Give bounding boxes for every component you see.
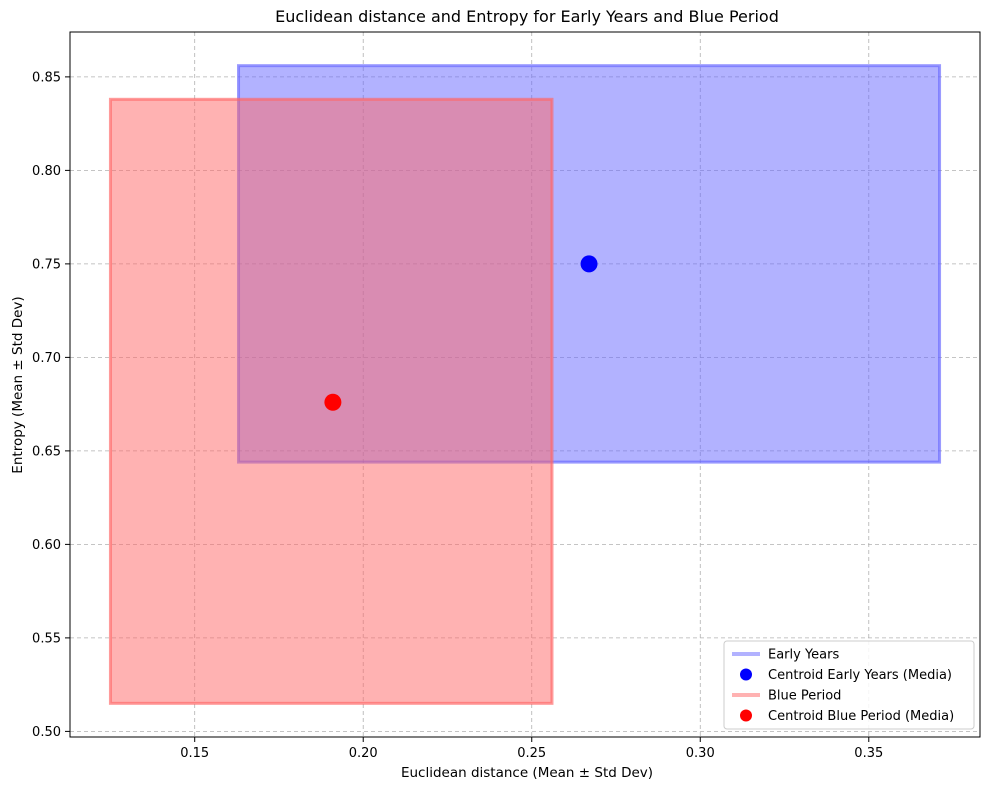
y-tick-label: 0.80 [32, 164, 61, 179]
legend-label: Blue Period [768, 689, 841, 704]
y-axis-title: Entropy (Mean ± Std Dev) [10, 296, 26, 473]
legend-swatch-dot [740, 668, 752, 681]
y-tick-label: 0.55 [32, 631, 61, 646]
x-axis-ticks: 0.15 0.20 0.25 0.30 0.35 [180, 737, 883, 761]
legend-swatch-dot [740, 709, 752, 722]
centroid-point-early-years [580, 255, 598, 273]
legend-label: Centroid Early Years (Media) [768, 668, 952, 683]
legend: Early Years Centroid Early Years (Media) B… [723, 640, 975, 730]
x-tick-label: 0.30 [686, 746, 715, 761]
y-tick-label: 0.60 [32, 538, 61, 553]
chart-title: Euclidean distance and Entropy for Early… [275, 7, 779, 26]
x-tick-label: 0.35 [854, 746, 883, 761]
x-tick-label: 0.15 [180, 746, 209, 761]
legend-label: Centroid Blue Period (Media) [768, 709, 954, 724]
y-axis-ticks: 0.50 0.55 0.60 0.65 0.70 0.75 0.80 0.85 [32, 70, 70, 740]
y-tick-label: 0.70 [32, 351, 61, 366]
centroid-points [324, 255, 598, 411]
y-tick-label: 0.75 [32, 257, 61, 272]
legend-box [723, 640, 975, 730]
centroid-point-blue-period [324, 393, 342, 411]
y-tick-label: 0.65 [32, 444, 61, 459]
plot-frame [69, 31, 981, 738]
x-tick-label: 0.20 [349, 746, 378, 761]
y-tick-label: 0.85 [32, 70, 61, 85]
x-tick-label: 0.25 [517, 746, 546, 761]
legend-label: Early Years [768, 648, 839, 663]
y-tick-label: 0.50 [32, 725, 61, 740]
x-axis-title: Euclidean distance (Mean ± Std Dev) [401, 765, 653, 781]
range-rectangles [108, 64, 942, 705]
